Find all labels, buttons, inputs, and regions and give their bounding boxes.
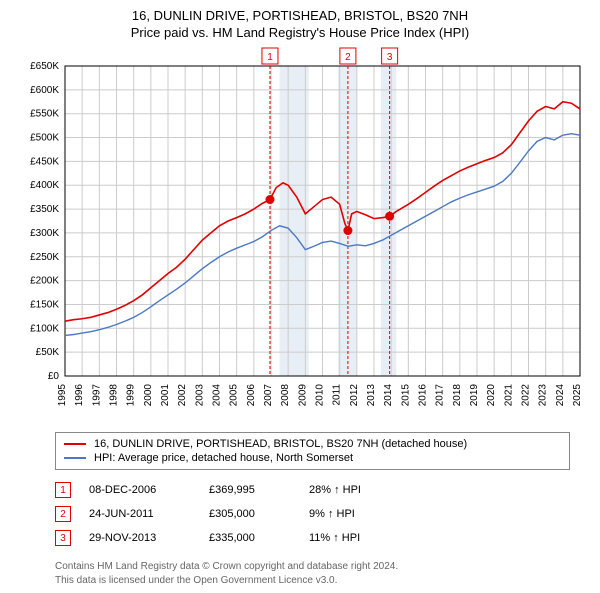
svg-text:2014: 2014 [383, 384, 394, 407]
svg-text:2006: 2006 [246, 384, 257, 407]
footer-line-2: This data is licensed under the Open Gov… [55, 574, 570, 588]
svg-text:2025: 2025 [572, 384, 583, 407]
svg-text:1995: 1995 [57, 384, 68, 407]
svg-text:2023: 2023 [538, 384, 549, 407]
svg-text:£350K: £350K [30, 204, 59, 215]
table-row: 2 24-JUN-2011 £305,000 9% ↑ HPI [55, 502, 570, 526]
legend-row-2: HPI: Average price, detached house, Nort… [64, 451, 561, 465]
svg-text:1999: 1999 [126, 384, 137, 407]
table-row: 3 29-NOV-2013 £335,000 11% ↑ HPI [55, 526, 570, 550]
svg-text:2018: 2018 [452, 384, 463, 407]
sale-hpi: 28% ↑ HPI [309, 484, 429, 496]
sale-price: £369,995 [209, 484, 309, 496]
svg-text:2007: 2007 [263, 384, 274, 407]
svg-text:2019: 2019 [469, 384, 480, 407]
svg-text:2001: 2001 [160, 384, 171, 407]
footer-attribution: Contains HM Land Registry data © Crown c… [55, 560, 570, 587]
svg-text:£300K: £300K [30, 228, 59, 239]
svg-text:£450K: £450K [30, 156, 59, 167]
sale-date: 29-NOV-2013 [89, 532, 209, 544]
svg-text:1998: 1998 [109, 384, 120, 407]
sale-marker-1: 1 [55, 482, 71, 498]
svg-text:£250K: £250K [30, 252, 59, 263]
svg-text:2022: 2022 [521, 384, 532, 407]
sale-marker-2: 2 [55, 506, 71, 522]
svg-text:2010: 2010 [315, 384, 326, 407]
svg-text:2016: 2016 [418, 384, 429, 407]
svg-text:2005: 2005 [229, 384, 240, 407]
svg-text:£500K: £500K [30, 133, 59, 144]
svg-text:2020: 2020 [486, 384, 497, 407]
svg-text:£600K: £600K [30, 85, 59, 96]
legend: 16, DUNLIN DRIVE, PORTISHEAD, BRISTOL, B… [55, 432, 570, 470]
svg-text:1: 1 [267, 52, 273, 63]
svg-text:£0: £0 [48, 371, 60, 382]
legend-row-1: 16, DUNLIN DRIVE, PORTISHEAD, BRISTOL, B… [64, 437, 561, 451]
svg-text:2024: 2024 [555, 384, 566, 407]
svg-text:2013: 2013 [366, 384, 377, 407]
legend-swatch-2 [64, 457, 86, 459]
title-block: 16, DUNLIN DRIVE, PORTISHEAD, BRISTOL, B… [0, 0, 600, 46]
title-address: 16, DUNLIN DRIVE, PORTISHEAD, BRISTOL, B… [10, 8, 590, 23]
svg-text:£650K: £650K [30, 61, 59, 72]
sales-table: 1 08-DEC-2006 £369,995 28% ↑ HPI 2 24-JU… [55, 478, 570, 550]
sale-hpi: 11% ↑ HPI [309, 532, 429, 544]
svg-text:2008: 2008 [280, 384, 291, 407]
svg-text:2011: 2011 [332, 384, 343, 406]
title-subtitle: Price paid vs. HM Land Registry's House … [10, 25, 590, 40]
svg-text:£100K: £100K [30, 323, 59, 334]
sale-marker-3: 3 [55, 530, 71, 546]
footer-line-1: Contains HM Land Registry data © Crown c… [55, 560, 570, 574]
svg-text:2017: 2017 [435, 384, 446, 407]
table-row: 1 08-DEC-2006 £369,995 28% ↑ HPI [55, 478, 570, 502]
svg-text:2009: 2009 [297, 384, 308, 407]
svg-text:£550K: £550K [30, 109, 59, 120]
svg-text:£50K: £50K [36, 347, 60, 358]
svg-text:2015: 2015 [400, 384, 411, 407]
legend-swatch-1 [64, 443, 86, 445]
legend-label-1: 16, DUNLIN DRIVE, PORTISHEAD, BRISTOL, B… [94, 438, 467, 450]
svg-text:2003: 2003 [194, 384, 205, 407]
sale-price: £305,000 [209, 508, 309, 520]
svg-text:£400K: £400K [30, 180, 59, 191]
svg-text:2004: 2004 [212, 384, 223, 407]
sale-price: £335,000 [209, 532, 309, 544]
line-chart-svg: £0 £50K £100K £150K £200K £250K £300K £350K £400… [10, 46, 590, 426]
sale-date: 08-DEC-2006 [89, 484, 209, 496]
sale-date: 24-JUN-2011 [89, 508, 209, 520]
svg-text:1996: 1996 [74, 384, 85, 407]
sale-hpi: 9% ↑ HPI [309, 508, 429, 520]
legend-label-2: HPI: Average price, detached house, Nort… [94, 452, 353, 464]
svg-text:2012: 2012 [349, 384, 360, 407]
svg-text:1997: 1997 [91, 384, 102, 407]
svg-text:2000: 2000 [143, 384, 154, 407]
svg-text:3: 3 [387, 52, 393, 63]
svg-text:2021: 2021 [503, 384, 514, 407]
svg-text:2002: 2002 [177, 384, 188, 407]
chart-area: £0 £50K £100K £150K £200K £250K £300K £350K £400… [10, 46, 590, 426]
chart-container: 16, DUNLIN DRIVE, PORTISHEAD, BRISTOL, B… [0, 0, 600, 587]
svg-text:£150K: £150K [30, 299, 59, 310]
svg-text:2: 2 [345, 52, 351, 63]
svg-text:£200K: £200K [30, 276, 59, 287]
